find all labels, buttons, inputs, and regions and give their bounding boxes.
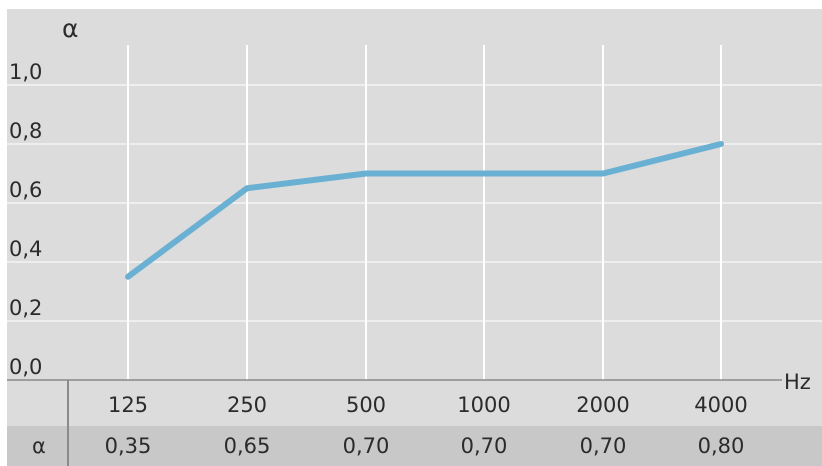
y-tick-label: 0,0 xyxy=(9,355,42,379)
x-tick-labels: 125 250 500 1000 2000 4000 xyxy=(108,393,748,417)
y-axis-title: α xyxy=(62,14,78,43)
plot-background xyxy=(7,9,822,426)
y-tick-label: 0,2 xyxy=(9,296,42,320)
x-tick-label: 250 xyxy=(227,393,267,417)
x-tick-label: 125 xyxy=(108,393,148,417)
data-point xyxy=(365,173,367,174)
table-row-label: α xyxy=(32,434,46,458)
table-background xyxy=(7,426,822,466)
data-point xyxy=(246,187,248,189)
grid xyxy=(7,45,822,380)
value-table: 0,35 0,65 0,70 0,70 0,70 0,80 xyxy=(105,434,745,458)
x-axis-unit: Hz xyxy=(784,370,811,394)
table-value: 0,70 xyxy=(580,434,627,458)
table-value: 0,70 xyxy=(343,434,390,458)
table-value: 0,70 xyxy=(461,434,508,458)
x-tick-label: 500 xyxy=(346,393,386,417)
y-tick-label: 1,0 xyxy=(9,60,42,84)
x-tick-label: 2000 xyxy=(576,393,629,417)
x-tick-label: 1000 xyxy=(457,393,510,417)
series-line xyxy=(125,141,724,280)
axes xyxy=(7,379,782,466)
y-tick-label: 0,6 xyxy=(9,178,42,202)
y-tick-label: 0,8 xyxy=(9,119,42,143)
data-point xyxy=(127,276,129,278)
y-tick-label: 0,4 xyxy=(9,237,42,261)
data-point xyxy=(483,173,485,174)
y-tick-labels: 0,0 0,2 0,4 0,6 0,8 1,0 xyxy=(9,60,42,379)
x-tick-label: 4000 xyxy=(694,393,747,417)
data-point xyxy=(720,143,722,145)
table-value: 0,80 xyxy=(698,434,745,458)
table-value: 0,65 xyxy=(224,434,271,458)
data-point xyxy=(602,173,604,174)
series xyxy=(125,141,724,280)
table-value: 0,35 xyxy=(105,434,152,458)
